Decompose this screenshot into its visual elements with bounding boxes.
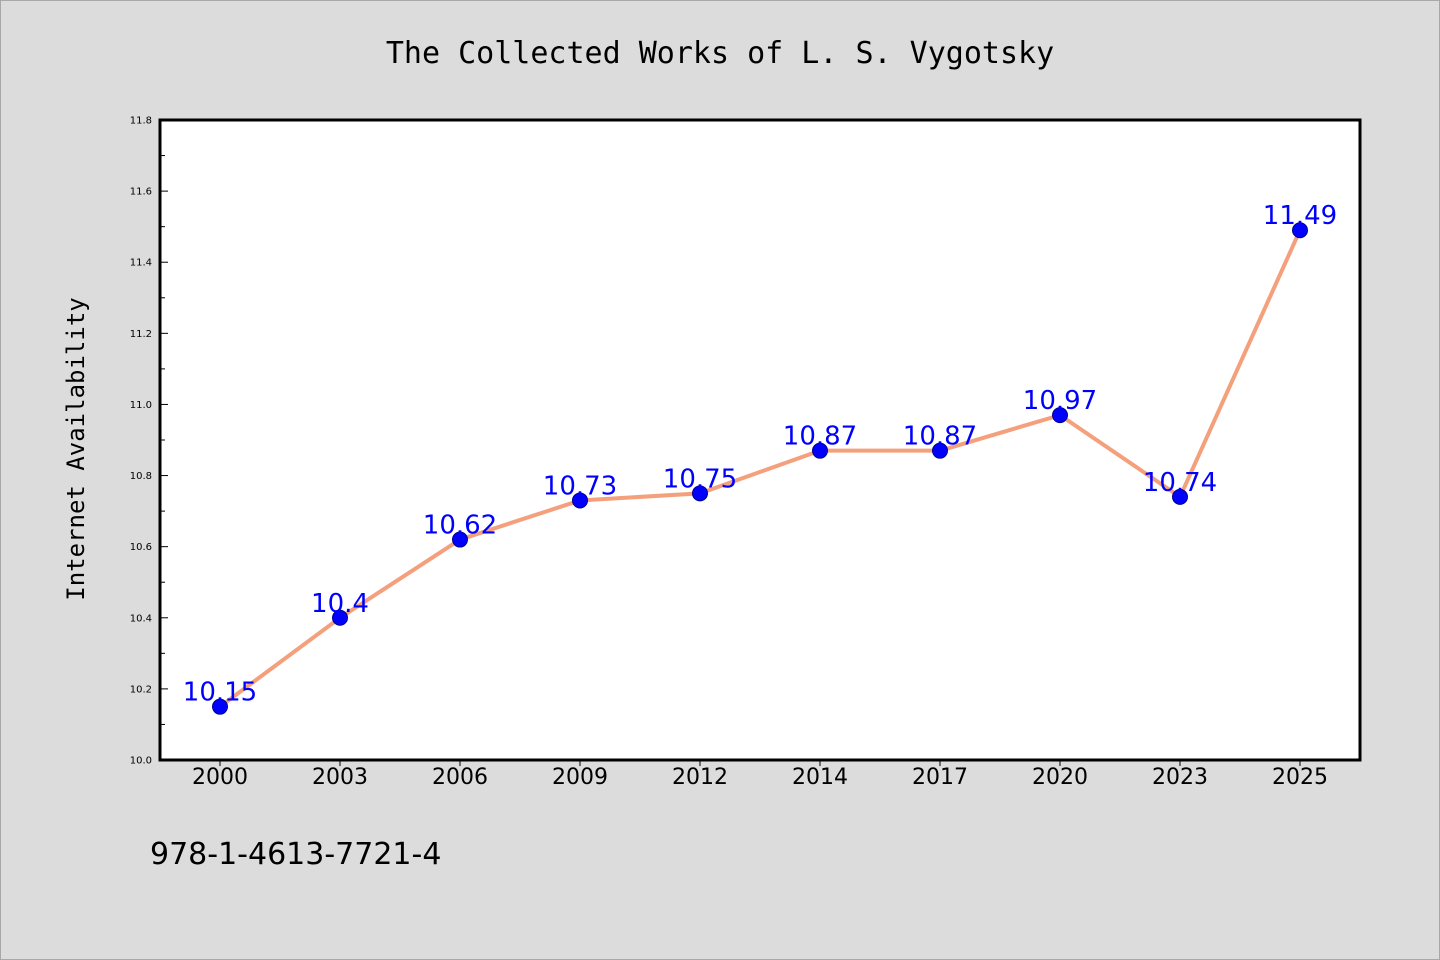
data-point: [332, 609, 348, 626]
y-tick-label: 10.0: [130, 756, 152, 767]
data-label: 10.62: [423, 511, 497, 541]
data-label: 10.87: [783, 422, 857, 452]
data-label: 10.87: [903, 422, 977, 452]
y-tick-label: 11.2: [130, 329, 152, 340]
data-point: [932, 442, 948, 459]
data-label: 11.49: [1263, 201, 1337, 231]
x-tick-label: 2023: [1152, 765, 1208, 790]
data-point: [1292, 222, 1308, 239]
y-tick-label: 11.8: [130, 116, 152, 127]
x-tick-label: 2014: [792, 765, 848, 790]
y-tick-label: 10.4: [130, 613, 152, 624]
y-tick-label: 10.6: [130, 542, 152, 553]
data-point: [452, 531, 468, 548]
x-tick-label: 2000: [192, 765, 248, 790]
series-line: [218, 229, 1302, 709]
data-point: [692, 485, 708, 502]
y-tick-label: 11.6: [130, 187, 152, 198]
data-label: 10.74: [1143, 468, 1217, 498]
x-tick-label: 2012: [672, 765, 728, 790]
y-tick-label: 11.4: [130, 258, 152, 269]
x-tick-label: 2006: [432, 765, 488, 790]
y-tick-label: 11.0: [130, 400, 152, 411]
y-axis: 10.0 10.2 10.4 10.6 10.8 11.0 11.2 11.4 11.6 11.8: [130, 116, 168, 767]
data-label: 10.15: [183, 678, 257, 708]
x-tick-label: 2009: [552, 765, 608, 790]
data-point: [1172, 488, 1188, 505]
series-line-group: [218, 229, 1302, 709]
isbn-footer: 978-1-4613-7721-4: [150, 837, 441, 872]
y-tick-label: 10.2: [130, 684, 152, 695]
y-axis-label: Internet Availability: [62, 297, 90, 600]
x-tick-label: 2025: [1272, 765, 1328, 790]
data-labels-group: 10.15 10.4 10.62 10.73 10.75 10.87 10.87 10.97 1…: [183, 201, 1337, 707]
data-label: 10.97: [1023, 386, 1097, 416]
x-axis: 2000 2003 2006 2009 2012 2014 2017 2020 2023 2025: [192, 760, 1328, 790]
x-tick-label: 2003: [312, 765, 368, 790]
chart-title: The Collected Works of L. S. Vygotsky: [386, 36, 1054, 71]
data-point: [812, 442, 828, 459]
markers-group: [212, 222, 1308, 715]
data-label: 10.4: [311, 589, 369, 619]
data-label: 10.75: [663, 464, 737, 494]
data-point: [212, 698, 228, 715]
y-tick-label: 10.8: [130, 471, 152, 482]
data-point: [572, 492, 588, 509]
data-label: 10.73: [543, 471, 617, 501]
data-point: [1052, 407, 1068, 424]
x-tick-label: 2017: [912, 765, 968, 790]
x-tick-label: 2020: [1032, 765, 1088, 790]
plot-area: [158, 118, 1362, 762]
